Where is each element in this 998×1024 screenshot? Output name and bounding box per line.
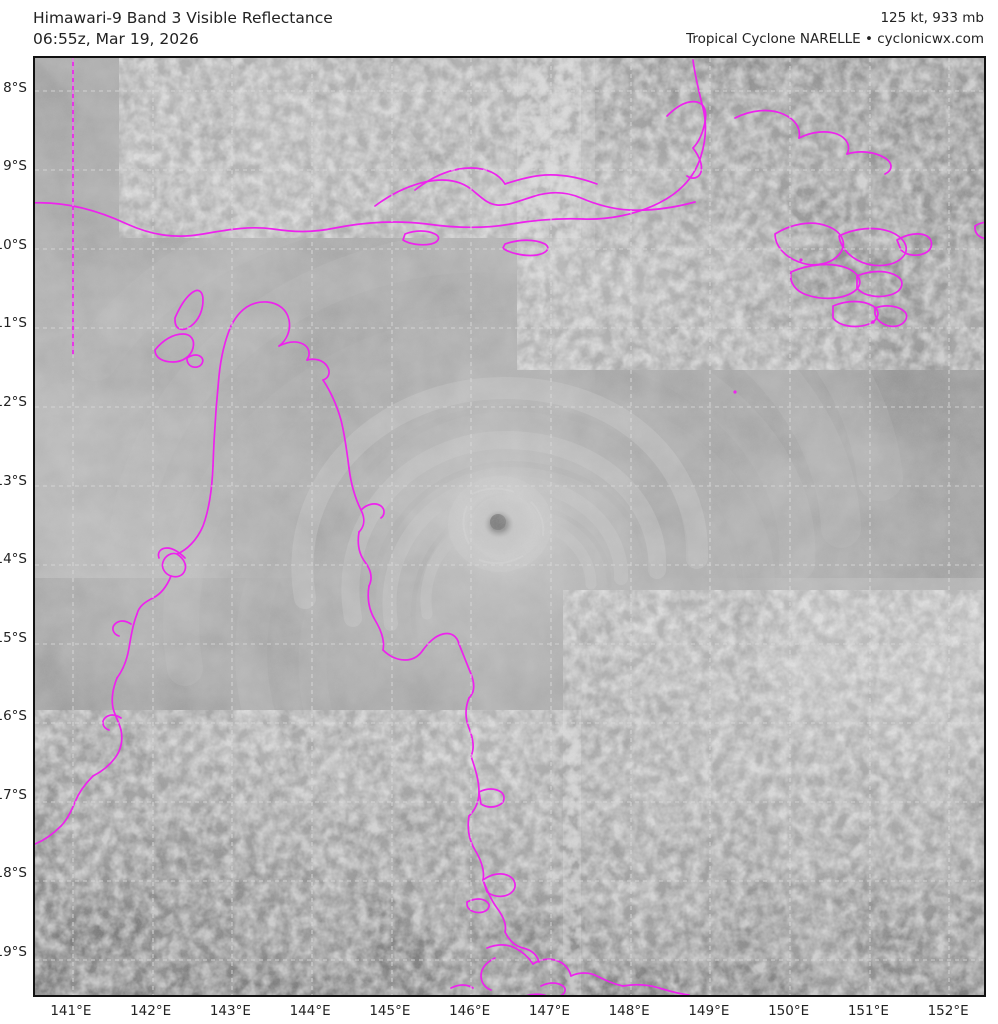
header: Himawari-9 Band 3 Visible Reflectance 06… bbox=[0, 0, 998, 56]
satellite-image-canvas bbox=[35, 58, 984, 995]
storm-credit: Tropical Cyclone NARELLE • cyclonicwx.co… bbox=[686, 31, 984, 47]
y-tick-label: 18°S bbox=[0, 865, 27, 882]
x-tick-label: 141°E bbox=[50, 1003, 92, 1019]
y-tick-label: 14°S bbox=[0, 551, 27, 568]
x-tick-label: 150°E bbox=[768, 1003, 810, 1019]
y-tick-label: 12°S bbox=[0, 394, 27, 410]
y-tick-label: 19°S bbox=[0, 943, 27, 960]
y-tick-label: 15°S bbox=[0, 629, 27, 646]
y-tick-label: 9°S bbox=[3, 158, 27, 175]
x-tick-label: 145°E bbox=[369, 1003, 411, 1019]
header-left: Himawari-9 Band 3 Visible Reflectance 06… bbox=[33, 8, 333, 50]
x-tick-label: 142°E bbox=[130, 1003, 172, 1019]
satellite-map[interactable] bbox=[33, 56, 986, 997]
y-tick-label: 8°S bbox=[3, 79, 27, 96]
x-tick-label: 149°E bbox=[688, 1003, 730, 1019]
page-title: Himawari-9 Band 3 Visible Reflectance bbox=[33, 9, 333, 27]
x-tick-label: 143°E bbox=[209, 1003, 251, 1019]
y-tick-label: 17°S bbox=[0, 786, 27, 803]
storm-intensity: 125 kt, 933 mb bbox=[880, 10, 984, 26]
x-tick-label: 152°E bbox=[927, 1003, 969, 1019]
graticule bbox=[35, 58, 984, 995]
x-tick-label: 146°E bbox=[449, 1003, 491, 1019]
x-tick-label: 148°E bbox=[608, 1003, 650, 1019]
x-tick-label: 151°E bbox=[847, 1003, 889, 1019]
y-tick-label: 13°S bbox=[0, 472, 27, 489]
x-tick-label: 144°E bbox=[289, 1003, 331, 1019]
y-tick-label: 11°S bbox=[0, 315, 27, 332]
imagery-layer bbox=[35, 58, 984, 995]
x-tick-label: 147°E bbox=[528, 1003, 570, 1019]
y-tick-label: 10°S bbox=[0, 236, 27, 253]
header-right: 125 kt, 933 mb Tropical Cyclone NARELLE … bbox=[686, 8, 984, 50]
y-tick-label: 16°S bbox=[0, 708, 27, 725]
timestamp: 06:55z, Mar 19, 2026 bbox=[33, 30, 199, 48]
